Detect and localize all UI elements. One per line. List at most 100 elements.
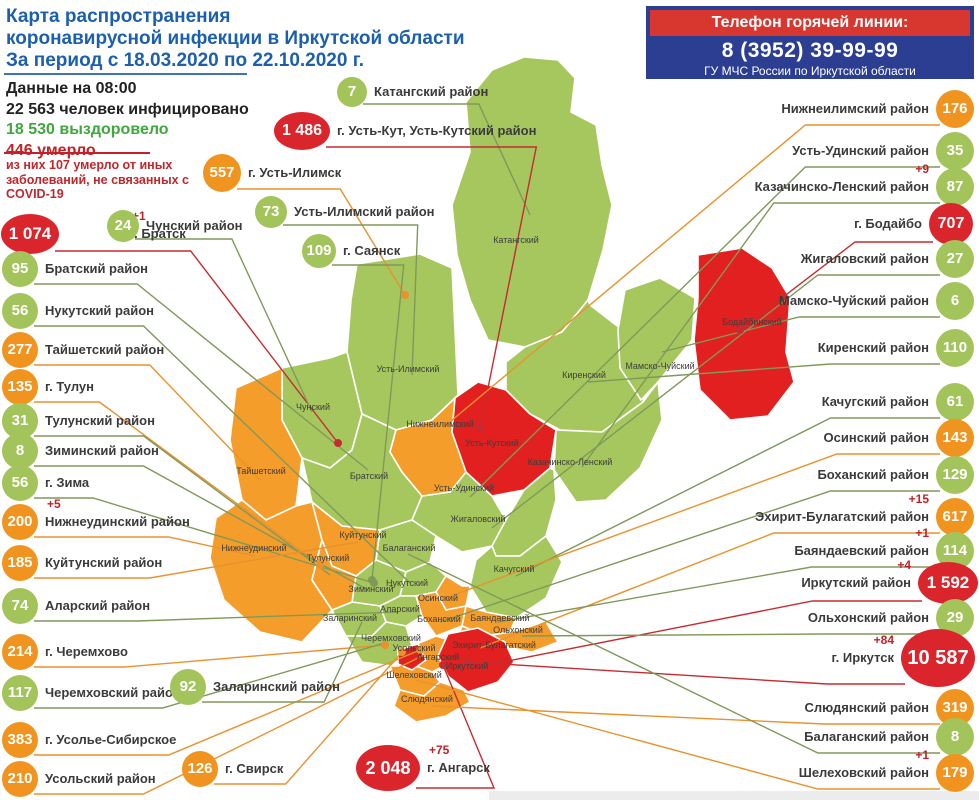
city-dot (464, 658, 472, 666)
stats-underline (4, 152, 150, 154)
connector-line (515, 417, 940, 577)
city-dot (476, 424, 484, 432)
case-count-badge: 8 (936, 718, 974, 756)
map-region-label: Боханский (417, 614, 461, 624)
map-region-label: Качугский (494, 564, 535, 574)
district-label: Казачинско-Ленский район (754, 179, 929, 194)
daily-increase-label: +5 (47, 497, 61, 511)
connector-line (439, 453, 940, 601)
district-label: Усть-Удинский район (792, 143, 929, 158)
map-region-label: Иркутский (446, 661, 489, 671)
connector-line (587, 363, 940, 383)
district-label: Боханский район (817, 467, 929, 482)
district-label: Нижнеилимский район (781, 101, 929, 116)
map-region-label: Братский (350, 471, 388, 481)
daily-increase-label: +75 (429, 743, 450, 757)
case-count-badge: 179 (936, 754, 974, 792)
case-count-badge: 73 (255, 196, 287, 228)
map-region-label: Тайшетский (236, 466, 286, 476)
map-region-label: Слюдянский (401, 694, 453, 704)
case-count-badge: 383 (2, 722, 38, 758)
connector-line (497, 566, 940, 623)
map-region-label: Зиминский (348, 584, 393, 594)
city-dot (736, 326, 744, 334)
district-label: Усольский район (45, 771, 156, 786)
connector-line (34, 649, 421, 756)
map-region-label: Баяндаевский (470, 613, 529, 623)
case-count-badge: 92 (170, 669, 206, 705)
map-region-labels: Катангский Усть-Илимский Чунский Нижнеилимс… (221, 235, 782, 704)
title-line3: За период с 18.03.2020 по 22.10.2020 г. (6, 50, 365, 71)
stats-died: 446 умерло (6, 141, 96, 159)
district-label: г. Иркутск (831, 650, 894, 665)
connector-line (491, 274, 940, 529)
case-count-badge: 126 (182, 751, 218, 787)
daily-increase-label: +1 (915, 526, 929, 540)
connector-line (34, 536, 256, 557)
map-region-label: Нижнеудинский (221, 543, 286, 553)
district-label: Мамско-Чуйский район (778, 293, 929, 308)
case-count-badge: 10 587 (901, 629, 975, 687)
map-region-label: Усть-Кутский (465, 438, 519, 448)
connector-line (444, 124, 940, 427)
connector-line (363, 103, 531, 216)
map-region-label: Куйтунский (340, 530, 387, 540)
case-count-badge: 95 (2, 251, 38, 287)
map-region-tulunsky (311, 539, 357, 611)
connector-line (415, 679, 940, 790)
map-region-label: Жигаловский (451, 514, 506, 524)
stats-block: Данные на 08:00 22 563 человек инфициров… (6, 79, 249, 161)
district-label: Шелеховский район (798, 765, 929, 780)
city-dot (401, 291, 409, 299)
map-region-label: Нукутский (386, 578, 428, 588)
connector-line (661, 316, 940, 353)
map-region-kachugsky (469, 535, 563, 619)
connector-line (34, 644, 386, 668)
case-count-badge: 61 (936, 383, 974, 421)
case-count-badge: 319 (936, 689, 974, 727)
connector-line (135, 238, 313, 413)
district-label: г. Усть-Кут, Усть-Кутский район (337, 123, 537, 138)
map-region-label: Осинский (418, 593, 458, 603)
connector-line (416, 664, 496, 789)
case-count-badge: 1 486 (274, 112, 330, 150)
map-region-label: Шелеховский (386, 670, 442, 680)
daily-increase-label: +84 (873, 633, 894, 647)
map-region-label: Ангарский (417, 652, 460, 662)
district-label: Братский район (45, 261, 148, 276)
district-label: Осинский район (823, 430, 929, 445)
district-label: Зиминский район (45, 443, 159, 458)
map-region-label: Киренский (562, 370, 606, 380)
daily-increase-label: +9 (915, 162, 929, 176)
connector-line (34, 283, 369, 471)
connector-line (439, 490, 940, 623)
city-dot (439, 661, 447, 669)
connector-lines (34, 103, 940, 795)
map-region-label: Черемховский (361, 633, 421, 643)
case-count-badge: 109 (302, 234, 336, 268)
daily-increase-label: +4 (897, 558, 911, 572)
district-label: г. Усть-Илимск (248, 165, 342, 180)
map-region-sludyansky (393, 681, 471, 723)
district-label: Жигаловский район (800, 251, 929, 266)
case-count-badge: 2 048 (356, 745, 420, 791)
hotline-org: ГУ МЧС России по Иркутской области (704, 64, 916, 78)
district-label: Черемховский район (45, 685, 181, 700)
district-label: Слюдянский район (804, 700, 929, 715)
case-count-badge: 557 (203, 154, 241, 192)
map-region-label: Казачинско-Ленский (528, 457, 613, 467)
district-label: Баяндаевский район (794, 543, 929, 558)
connector-line (55, 250, 339, 444)
case-count-badge: 117 (2, 675, 38, 711)
city-dot (334, 439, 342, 447)
case-count-badge: 27 (936, 240, 974, 278)
connector-line (214, 651, 403, 785)
case-count-badge: 129 (936, 456, 974, 494)
page-title: Карта распространения коронавирусной инф… (6, 6, 465, 72)
district-label: г. Саянск (343, 243, 401, 258)
stats-note: из них 107 умерло от иных заболеваний, н… (6, 158, 190, 201)
daily-increase-label: +15 (908, 492, 929, 506)
connector-line (467, 661, 905, 685)
case-count-badge: 277 (2, 332, 38, 368)
